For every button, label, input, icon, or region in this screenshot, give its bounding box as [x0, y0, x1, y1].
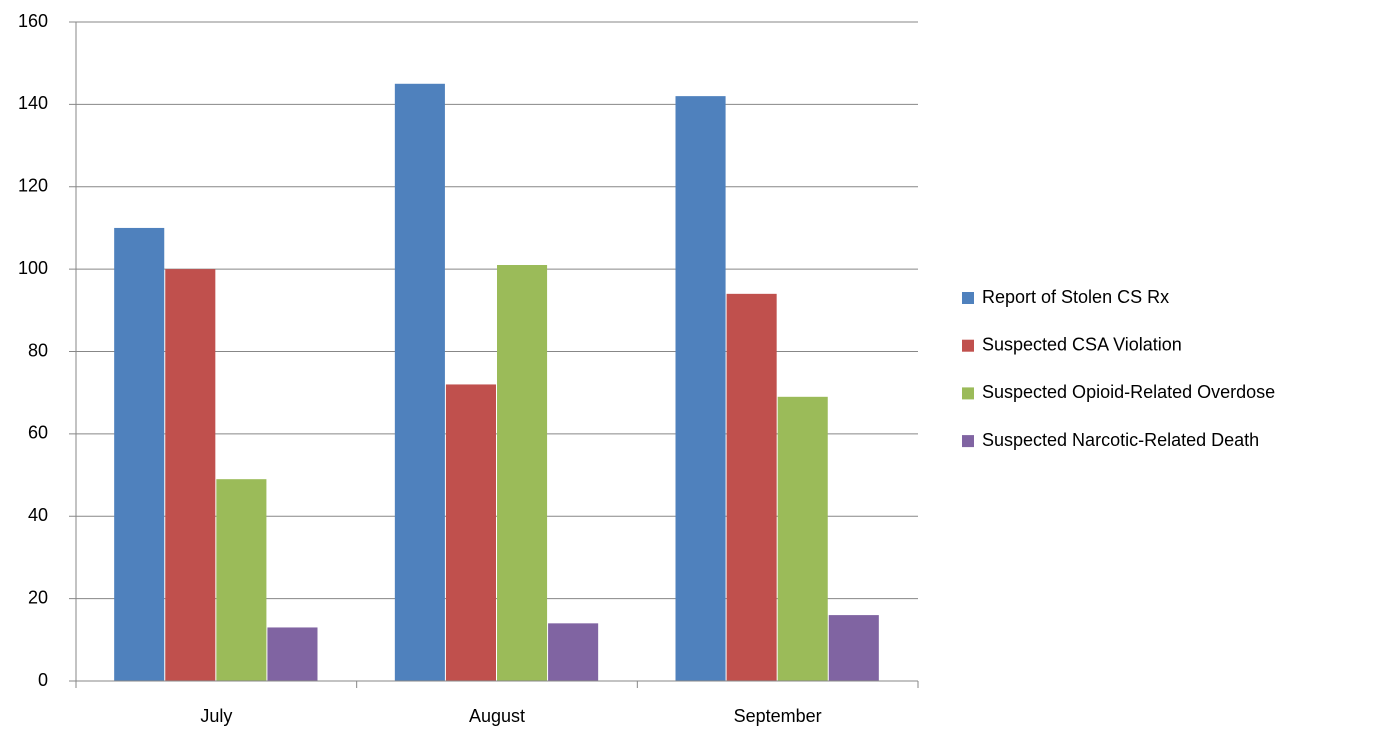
- bar: [828, 615, 879, 681]
- y-tick-label: 140: [18, 93, 48, 113]
- x-tick-label: September: [734, 706, 822, 726]
- bar: [726, 293, 777, 681]
- legend-label: Suspected Opioid-Related Overdose: [982, 382, 1275, 402]
- bar: [777, 396, 828, 681]
- bar: [114, 227, 165, 681]
- x-tick-label: July: [200, 706, 232, 726]
- y-tick-label: 20: [28, 587, 48, 607]
- y-tick-label: 0: [38, 670, 48, 690]
- bar: [216, 479, 267, 681]
- bar: [165, 269, 216, 681]
- y-tick-label: 40: [28, 505, 48, 525]
- y-tick-label: 120: [18, 176, 48, 196]
- y-tick-label: 60: [28, 423, 48, 443]
- y-tick-label: 100: [18, 258, 48, 278]
- y-tick-label: 160: [18, 11, 48, 31]
- x-tick-label: August: [469, 706, 525, 726]
- legend-label: Suspected CSA Violation: [982, 334, 1182, 354]
- legend-label: Report of Stolen CS Rx: [982, 287, 1169, 307]
- bar: [394, 83, 445, 681]
- bar: [675, 96, 726, 681]
- legend-swatch: [962, 339, 974, 352]
- bar: [548, 623, 599, 681]
- legend-label: Suspected Narcotic-Related Death: [982, 430, 1259, 450]
- bar: [445, 384, 496, 681]
- legend-swatch: [962, 292, 974, 304]
- legend-swatch: [962, 387, 974, 400]
- bar: [267, 627, 318, 681]
- y-tick-label: 80: [28, 340, 48, 360]
- bar: [497, 265, 548, 681]
- legend-swatch: [962, 435, 974, 448]
